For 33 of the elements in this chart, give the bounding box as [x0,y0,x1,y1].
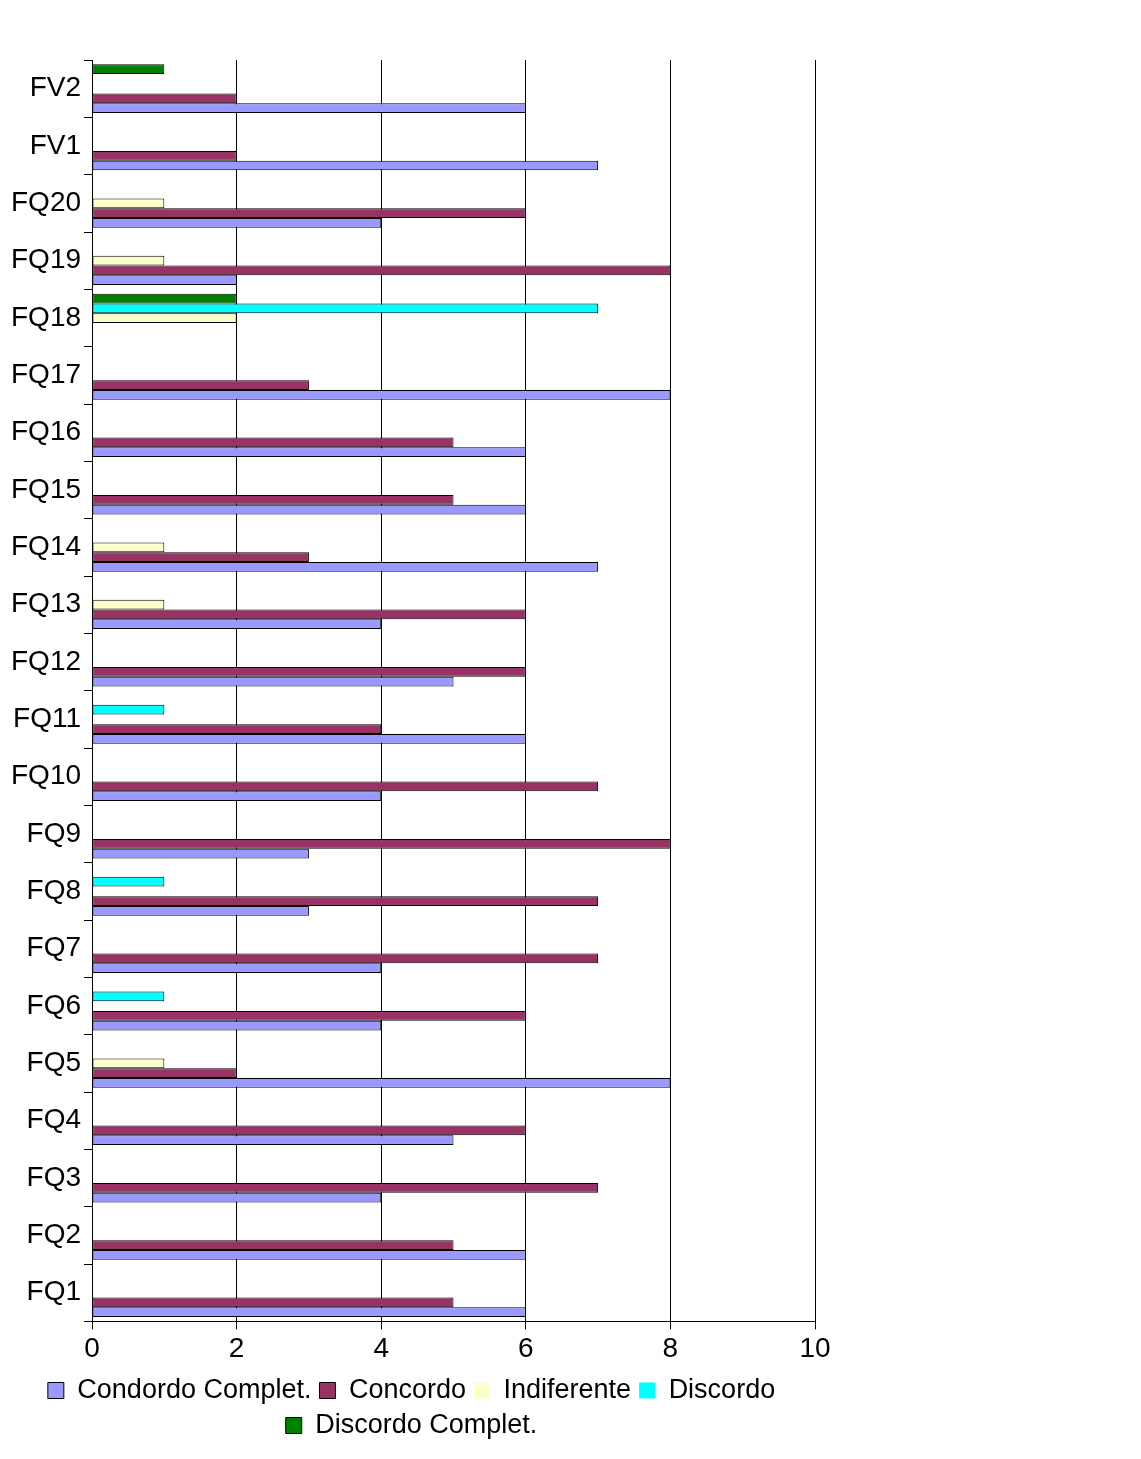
legend-label: Discordo [668,1373,776,1404]
y-tick-label: FQ20 [11,186,82,218]
y-tick-label: FQ2 [26,1218,82,1250]
legend-label: Concordo [348,1373,467,1404]
y-tick-label: FQ16 [11,415,82,447]
y-tick-label: FV1 [29,128,82,160]
legend-label: Indiferente [503,1373,632,1404]
y-tick-label: FQ7 [26,931,82,963]
y-tick-label: FQ13 [11,587,82,619]
x-tick-label: 0 [84,1331,100,1363]
legend-label: Discordo Complet. [315,1408,538,1439]
y-tick-label: FQ4 [26,1103,82,1135]
y-tick-label: FQ14 [11,530,82,562]
y-tick-label: FQ9 [26,816,82,848]
y-tick-label: FQ18 [11,300,82,332]
x-tick-label: 6 [518,1331,534,1363]
y-tick-label: FQ3 [26,1160,82,1192]
y-tick-label: FQ11 [13,702,82,734]
y-tick-label: FQ1 [26,1275,82,1307]
y-tick-label: FQ8 [26,874,82,906]
legend-label: Condordo Complet. [77,1373,312,1404]
y-tick-label: FQ10 [11,759,82,791]
y-tick-label: FQ15 [11,472,82,504]
y-tick-label: FQ12 [11,644,82,676]
y-tick-label: FQ6 [26,988,82,1020]
y-tick-label: FQ19 [11,243,82,275]
x-tick-label: 2 [228,1331,245,1363]
x-tick-label: 10 [799,1331,831,1363]
y-tick-label: FQ17 [11,358,82,390]
y-tick-label: FV2 [29,71,82,103]
x-tick-label: 8 [662,1331,679,1363]
x-tick-label: 4 [373,1331,390,1363]
y-tick-label: FQ5 [26,1046,82,1078]
